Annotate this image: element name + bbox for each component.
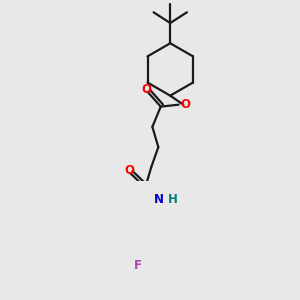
Text: N: N (154, 194, 164, 206)
Text: O: O (124, 164, 134, 177)
Text: O: O (141, 83, 152, 96)
Text: F: F (134, 260, 142, 272)
Text: H: H (168, 194, 178, 206)
Text: O: O (180, 98, 190, 111)
